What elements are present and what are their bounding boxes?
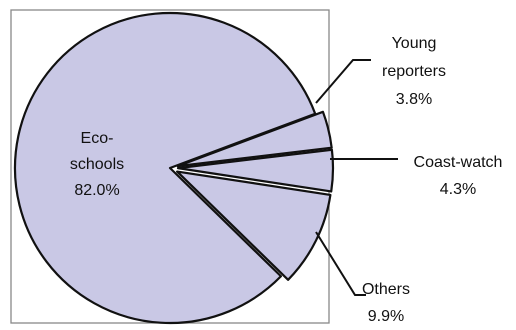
label-coast-watch-line1: Coast-watch <box>414 154 503 171</box>
label-eco-schools-line2: schools <box>70 156 124 173</box>
pie-slice-coastwatch <box>176 148 335 193</box>
label-young-reporters: Young reporters 3.8% <box>382 35 446 108</box>
leader-line-young-reporters <box>315 59 371 104</box>
label-others: Others 9.9% <box>362 281 410 325</box>
label-others-line1: Others <box>362 281 410 298</box>
pie-slice-ecoschools <box>13 11 317 325</box>
label-others-value: 9.9% <box>368 308 404 325</box>
label-eco-schools-line1: Eco- <box>81 130 114 147</box>
label-eco-schools-value: 82.0% <box>74 182 119 199</box>
label-coast-watch: Coast-watch 4.3% <box>414 154 503 198</box>
label-coast-watch-value: 4.3% <box>440 181 476 198</box>
label-young-reporters-line2: reporters <box>382 63 446 80</box>
pie-slice-young-reporters <box>176 110 333 168</box>
label-young-reporters-value: 3.8% <box>396 91 432 108</box>
label-eco-schools: Eco- schools 82.0% <box>70 130 124 199</box>
pie-slice-others <box>176 170 332 281</box>
label-young-reporters-line1: Young <box>392 35 437 52</box>
leader-line-others <box>315 231 366 296</box>
